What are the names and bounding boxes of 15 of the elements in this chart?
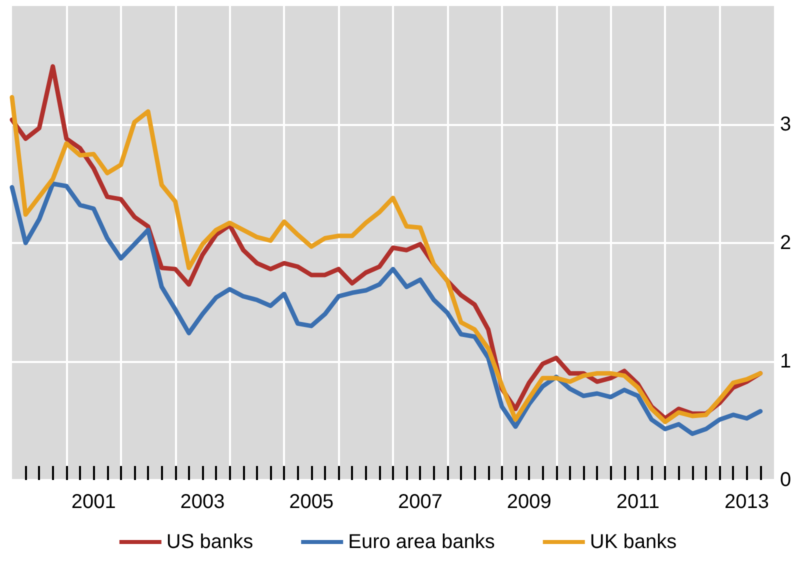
x-tick-label: 2011 [616,491,660,513]
x-tick-label: 2013 [724,491,770,513]
x-tick-label: 2005 [289,491,334,513]
y-tick-label: 2 [780,232,792,254]
y-tick-label: 1 [780,350,792,372]
y-tick-label: 3 [780,114,792,136]
legend-label: Euro area banks [348,531,495,553]
y-tick-label: 0 [780,469,792,491]
x-tick-label: 2007 [398,491,442,513]
legend-label: UK banks [590,531,677,553]
x-tick-label: 2009 [506,491,552,513]
legend-label: US banks [166,531,254,553]
x-tick-label: 2003 [180,491,225,513]
line-series [10,182,763,436]
x-tick-label: 2001 [71,491,116,513]
